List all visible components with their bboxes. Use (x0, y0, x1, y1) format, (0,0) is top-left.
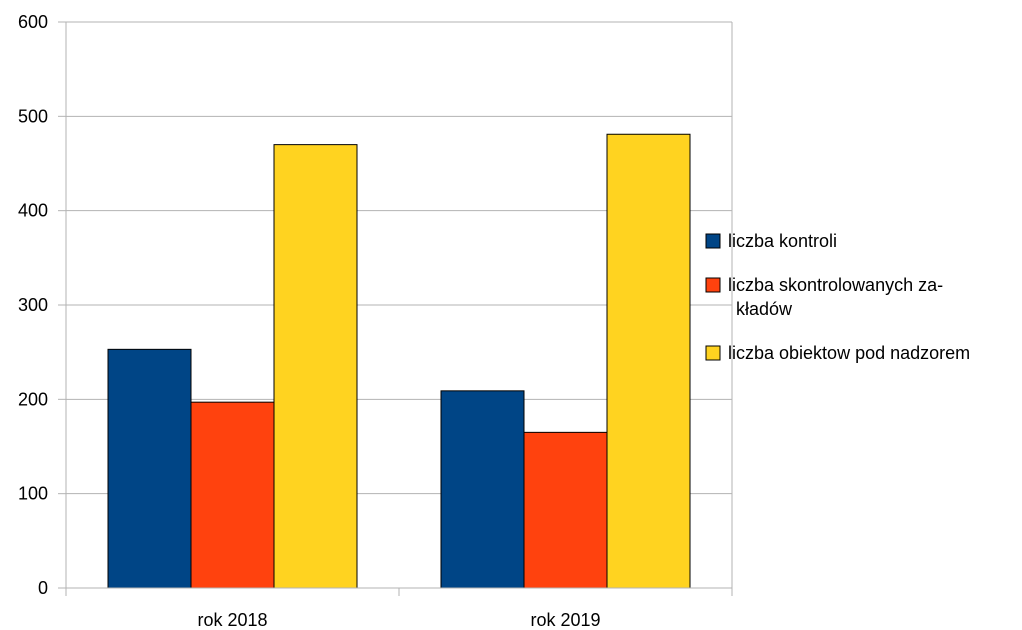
x-tick-label: rok 2019 (530, 610, 600, 630)
y-tick-label: 500 (18, 106, 48, 126)
bar-1-1 (107, 348, 192, 589)
y-tick-label: 300 (18, 295, 48, 315)
bar-2-1 (190, 401, 275, 589)
legend: liczba kontroli liczba skontrolowanych za… (705, 231, 970, 363)
x-tick-label: rok 2018 (197, 610, 267, 630)
y-tick-label: 600 (18, 12, 48, 32)
legend-label-2: liczba skontrolowanych za-kładów (728, 275, 943, 319)
bar-2-2 (523, 431, 608, 589)
axes (58, 21, 733, 596)
legend-swatch-1 (705, 233, 721, 249)
y-tick-label: 400 (18, 201, 48, 221)
legend-label-3: liczba obiektow pod nadzorem (728, 343, 970, 363)
bar-3-1 (273, 144, 358, 589)
bar-1-2 (440, 390, 525, 589)
bar-3-2 (606, 133, 691, 589)
bars (107, 133, 691, 589)
legend-swatch-2 (705, 277, 721, 293)
y-axis-ticks: 0 100 200 300 400 500 600 (18, 12, 48, 598)
y-tick-label: 100 (18, 484, 48, 504)
x-axis-ticks: rok 2018 rok 2019 (197, 610, 600, 630)
y-tick-label: 200 (18, 389, 48, 409)
legend-swatch-3 (705, 345, 721, 361)
legend-label-1: liczba kontroli (728, 231, 837, 251)
y-tick-label: 0 (38, 578, 48, 598)
